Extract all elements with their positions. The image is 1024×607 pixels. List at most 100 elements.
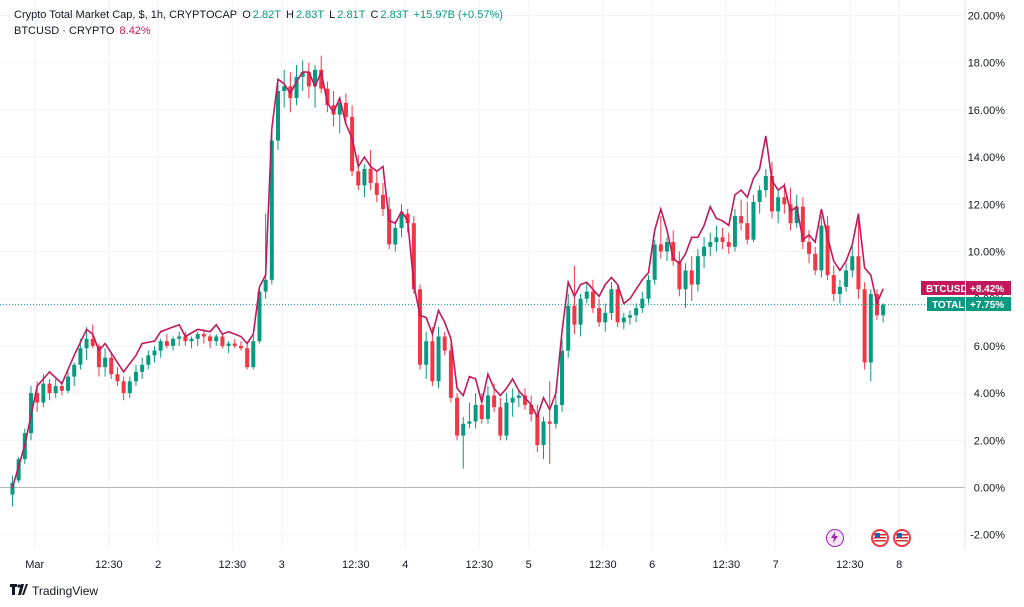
candle-down	[201, 334, 206, 337]
candle-down	[164, 341, 169, 346]
x-tick-label: 6	[649, 559, 655, 571]
candle-down	[788, 204, 793, 224]
candle-up	[646, 279, 651, 299]
candle-up	[473, 404, 478, 422]
candle-down	[769, 175, 774, 212]
y-tick-label: 4.00%	[974, 388, 1005, 400]
candle-down	[492, 395, 497, 408]
candle-down	[448, 350, 453, 398]
candle-down	[615, 289, 620, 323]
candle-down	[90, 338, 95, 346]
candle-up	[609, 289, 614, 313]
candle-down	[96, 345, 101, 368]
y-axis-ticks: 20.00%18.00%16.00%14.00%12.00%10.00%8.00…	[968, 11, 1006, 542]
x-tick-label: 8	[896, 559, 902, 571]
candle-down	[350, 116, 355, 172]
candle-up	[702, 246, 707, 257]
candle-down	[547, 421, 552, 424]
compare-series-legend[interactable]: BTCUSD · CRYPTO 8.42%	[14, 25, 153, 37]
candle-up	[751, 201, 756, 240]
tradingview-brand[interactable]: TradingView	[10, 584, 98, 598]
candle-down	[319, 69, 324, 89]
y-tick-label: 18.00%	[968, 58, 1006, 70]
lightning-event-icon[interactable]	[826, 529, 844, 547]
candle-down	[726, 242, 731, 247]
candle-down	[597, 308, 602, 323]
candle-down	[411, 223, 416, 290]
candle-down	[220, 336, 225, 346]
x-tick-label: 12:30	[713, 559, 741, 571]
candle-up	[584, 291, 589, 299]
candle-down	[455, 397, 460, 436]
candle-down	[405, 213, 410, 224]
candle-up	[683, 270, 688, 290]
total-badge-value: +7.75%	[970, 300, 1004, 311]
x-tick-label: 5	[526, 559, 532, 571]
total-badge-label: TOTAL	[932, 300, 964, 311]
candle-down	[59, 386, 64, 391]
y-tick-label: 10.00%	[968, 247, 1006, 259]
y-tick-label: 6.00%	[974, 341, 1005, 353]
candle-down	[807, 242, 812, 254]
candle-up	[313, 69, 318, 87]
candle-down	[689, 270, 694, 285]
candle-up	[399, 213, 404, 228]
change-value: +15.97B (+0.57%)	[413, 9, 503, 21]
high-label: H	[285, 9, 294, 21]
candle-down	[368, 168, 373, 184]
candle-down	[232, 343, 237, 346]
candle-up	[10, 482, 15, 495]
open-label: O	[242, 9, 251, 21]
us-flag-event-icon[interactable]	[871, 529, 889, 547]
candle-up	[850, 256, 855, 271]
candle-up	[257, 291, 262, 342]
candle-up	[665, 242, 670, 252]
candle-down	[374, 183, 379, 195]
candle-up	[16, 459, 21, 481]
candle-down	[331, 105, 336, 115]
candle-up	[708, 242, 713, 247]
candle-down	[115, 374, 120, 382]
candle-up	[294, 76, 299, 99]
candle-down	[572, 305, 577, 325]
btc-badge-value: +8.42%	[970, 284, 1004, 295]
candle-up	[424, 341, 429, 365]
candle-up	[282, 86, 287, 92]
candle-up	[868, 293, 873, 363]
candle-up	[171, 338, 176, 346]
candle-up	[566, 305, 571, 351]
btc-badge: BTCUSD +8.42%	[921, 281, 1011, 295]
high-value: 2.83T	[295, 9, 325, 21]
us-flag-event-icon[interactable]	[893, 529, 911, 547]
candle-down	[658, 244, 663, 252]
candle-up	[461, 423, 466, 436]
candle-down	[109, 357, 114, 375]
candle-up	[140, 364, 145, 372]
grid-lines	[0, 0, 965, 550]
compare-title[interactable]: BTCUSD · CRYPTO	[14, 25, 115, 37]
candle-up	[504, 402, 509, 436]
candle-up	[560, 350, 565, 405]
candle-down	[739, 216, 744, 224]
candle-down	[782, 197, 787, 205]
candle-down	[418, 289, 423, 365]
candle-up	[541, 421, 546, 446]
candle-up	[41, 383, 46, 403]
candle-up	[634, 308, 639, 316]
candle-down	[856, 256, 861, 290]
candle-down	[813, 253, 818, 271]
candle-down	[831, 275, 836, 294]
y-tick-label: 2.00%	[974, 435, 1005, 447]
symbol-title[interactable]: Crypto Total Market Cap, $, 1h, CRYPTOCA…	[14, 9, 238, 21]
candle-up	[133, 371, 138, 382]
candle-up	[275, 91, 280, 141]
candle-down	[325, 88, 330, 106]
candle-up	[189, 338, 194, 342]
candle-up	[516, 395, 521, 398]
main-series-legend[interactable]: Crypto Total Market Cap, $, 1h, CRYPTOCA…	[14, 9, 505, 21]
x-tick-label: 12:30	[342, 559, 370, 571]
btcusd-line	[11, 69, 884, 488]
y-tick-label: 0.00%	[974, 483, 1005, 495]
close-value: 2.83T	[380, 9, 409, 21]
